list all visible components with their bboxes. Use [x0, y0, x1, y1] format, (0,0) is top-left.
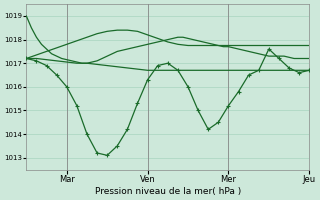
X-axis label: Pression niveau de la mer( hPa ): Pression niveau de la mer( hPa )	[95, 187, 241, 196]
